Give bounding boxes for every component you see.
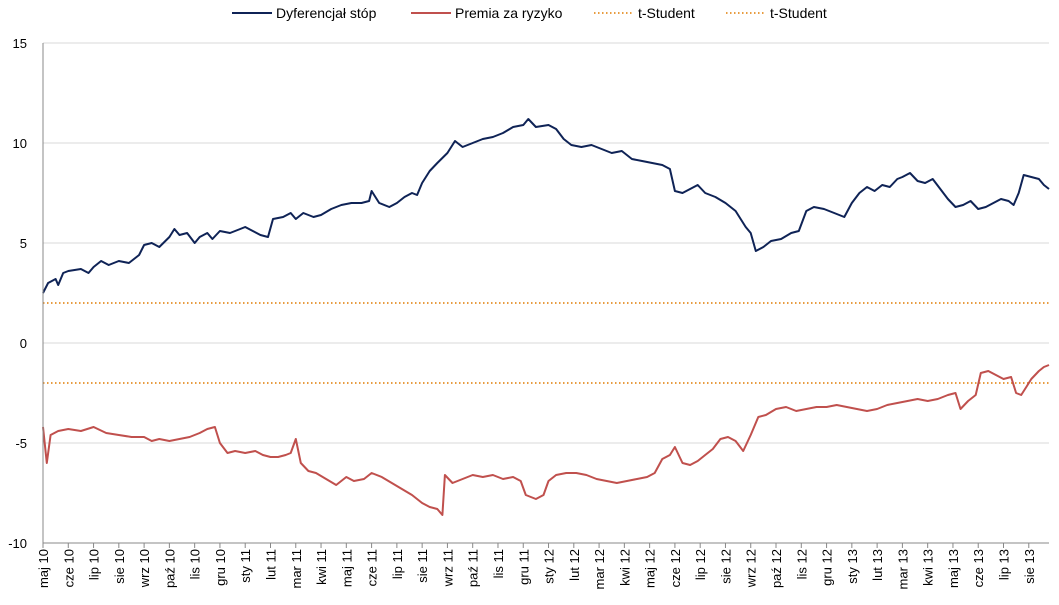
x-tick-label: lis 12 (794, 549, 809, 579)
x-tick-label: lip 13 (997, 549, 1012, 580)
x-tick-label: sie 10 (112, 549, 127, 584)
x-tick-label: maj 10 (36, 549, 51, 588)
y-tick-label: 10 (13, 136, 27, 151)
x-tick-label: sty 12 (542, 549, 557, 584)
x-tick-label: mar 12 (592, 549, 607, 589)
x-tick-label: lip 10 (87, 549, 102, 580)
x-tick-label: mar 13 (895, 549, 910, 589)
x-tick-label: lis 10 (188, 549, 203, 579)
x-tick-label: lis 11 (491, 549, 506, 578)
y-tick-label: -5 (15, 436, 27, 451)
x-tick-label: cze 10 (61, 549, 76, 587)
x-tick-label: cze 12 (668, 549, 683, 587)
gridlines (43, 42, 1049, 544)
x-tick-label: gru 10 (213, 549, 228, 586)
legend: Dyferencjał stóp Premia za ryzyko t-Studen… (232, 5, 827, 21)
x-tick-label: cze 13 (971, 549, 986, 587)
x-axis: maj 10 cze 10 lip 10 sie 10 wrz 10 paź 10 lis … (36, 43, 1049, 589)
legend-label: t-Student (770, 5, 827, 21)
x-tick-label: maj 13 (946, 549, 961, 588)
x-tick-label: maj 11 (339, 549, 354, 587)
x-tick-label: wrz 10 (137, 549, 152, 588)
x-tick-label: lut 13 (870, 549, 885, 581)
x-tick-label: lip 11 (390, 549, 405, 579)
x-tick-label: lip 12 (693, 549, 708, 580)
x-tick-label: wrz 12 (744, 549, 759, 588)
x-tick-label: gru 11 (516, 549, 531, 585)
x-tick-label: sty 11 (238, 549, 253, 583)
x-tick-label: kwi 12 (617, 549, 632, 586)
y-tick-label: 15 (13, 36, 27, 51)
y-tick-label: -10 (8, 536, 27, 551)
x-tick-label: sie 12 (718, 549, 733, 584)
legend-label: Dyferencjał stóp (276, 5, 377, 21)
x-tick-label: wrz 11 (440, 549, 455, 587)
y-tick-label: 0 (20, 336, 27, 351)
x-tick-label: kwi 11 (314, 549, 329, 585)
x-tick-label: paź 10 (162, 549, 177, 588)
x-tick-label: kwi 13 (921, 549, 936, 586)
legend-label: t-Student (638, 5, 695, 21)
x-tick-label: mar 11 (289, 549, 304, 589)
series-lines (42, 118, 1050, 516)
x-tick-label: lut 12 (567, 549, 582, 581)
legend-label: Premia za ryzyko (455, 5, 563, 21)
x-tick-label: paź 11 (466, 549, 481, 587)
x-tick-label: sie 11 (415, 549, 430, 583)
series-dyferencjal-line (42, 118, 1050, 294)
x-tick-label: paź 12 (769, 549, 784, 588)
x-tick-label: maj 12 (643, 549, 658, 588)
x-tick-label: sie 13 (1022, 549, 1037, 584)
y-axis-ticks: 15 10 5 0 -5 -10 (8, 36, 27, 551)
series-premia-line (42, 364, 1050, 516)
x-tick-label: cze 11 (365, 549, 380, 586)
y-tick-label: 5 (20, 236, 27, 251)
x-tick-label: gru 12 (820, 549, 835, 586)
x-tick-label: sty 13 (845, 549, 860, 584)
x-tick-label: lut 11 (263, 549, 278, 580)
